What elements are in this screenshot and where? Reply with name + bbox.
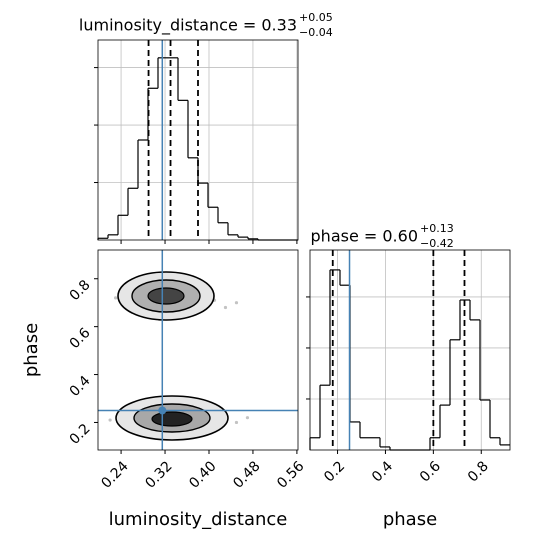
panel-title: phase = 0.60 [311, 227, 418, 246]
sample-point [234, 420, 239, 425]
x-axis-label: luminosity_distance [109, 509, 288, 530]
sample-point [108, 418, 112, 422]
contour [151, 411, 193, 427]
x-axis-label: phase [383, 509, 437, 530]
title-upper: +0.05 [299, 11, 333, 24]
sample-point [223, 305, 228, 310]
panel-frame [97, 249, 299, 451]
sample-point [245, 416, 250, 420]
panel-frame [309, 249, 511, 451]
title-lower: −0.42 [420, 237, 454, 250]
panel-frame [97, 39, 299, 241]
title-upper: +0.13 [420, 222, 454, 235]
title-lower: −0.04 [299, 26, 333, 39]
sample-point [234, 301, 239, 305]
panel-title: luminosity_distance = 0.33 [79, 16, 297, 36]
contour [147, 287, 185, 305]
y-axis-label: phase [21, 323, 42, 377]
density-contours [115, 271, 229, 441]
truth-point [158, 406, 167, 415]
sample-point [113, 296, 118, 300]
